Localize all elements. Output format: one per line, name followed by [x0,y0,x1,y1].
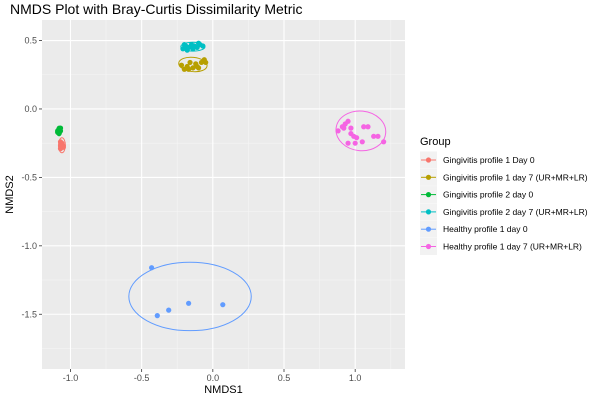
data-point [166,307,172,313]
legend-key-point [425,157,432,163]
data-point [184,47,190,53]
legend-label: Gingivitis profile 1 Day 0 [443,155,535,165]
data-point [335,128,341,134]
legend-key-point [425,243,432,250]
data-point [375,133,381,139]
legend-item: Healthy profile 1 day 7 (UR+MR+LR) [420,238,582,255]
legend-item: Gingivitis profile 1 day 7 (UR+MR+LR) [420,168,588,186]
data-point [55,128,61,134]
data-point [186,300,192,306]
legend-label: Healthy profile 1 day 7 (UR+MR+LR) [443,242,582,252]
data-point [220,302,226,308]
y-tick-label: -0.5 [21,172,37,182]
data-point [186,66,192,72]
data-point [341,125,347,131]
data-point [345,140,351,146]
legend-title: Group [420,136,451,148]
data-point [359,139,365,145]
y-axis-title: NMDS2 [4,175,16,214]
data-point [187,59,193,66]
legend-item: Gingivitis profile 1 Day 0 [420,151,535,169]
data-point [190,65,196,71]
data-point [190,46,196,52]
chart-title: NMDS Plot with Bray-Curtis Dissimilarity… [10,1,303,17]
x-tick-label: 0.0 [207,373,220,383]
data-point [149,265,155,271]
x-axis-title: NMDS1 [204,384,243,396]
series-2 [55,125,64,137]
legend-item: Gingivitis profile 2 day 0 [420,186,534,204]
legend-label: Healthy profile 1 day 0 [443,224,528,234]
data-point [365,124,371,130]
data-point [361,124,367,130]
legend-label: Gingivitis profile 2 day 7 (UR+MR+LR) [443,207,588,217]
data-point [57,143,64,149]
series-0 [57,137,66,154]
y-tick-label: 0.5 [24,36,37,46]
plot-panel [42,20,405,369]
y-tick-label: -1.0 [21,241,37,251]
legend-item: Gingivitis profile 2 day 7 (UR+MR+LR) [420,203,588,221]
data-point [178,62,185,68]
series-5 [335,110,387,152]
x-tick-label: -1.0 [63,373,79,383]
data-point [194,63,200,70]
confidence-ellipse [178,56,208,73]
data-point [203,59,209,66]
legend-label: Gingivitis profile 2 day 0 [443,190,534,200]
series-3 [180,40,206,53]
panel-background [42,20,405,369]
confidence-ellipse [335,110,387,152]
data-point [352,140,358,146]
data-point [348,125,354,131]
legend-item: Healthy profile 1 day 0 [420,220,528,238]
data-point [195,40,202,46]
data-point [348,130,354,137]
y-tick-label: -1.5 [21,309,37,319]
legend-key-point [425,174,432,180]
confidence-ellipse [128,261,252,332]
data-point [345,118,351,124]
legend-key-point [425,192,432,198]
legend-key-point [425,209,432,215]
data-point [154,313,160,319]
legend: Group Gingivitis profile 1 Day 0 Gingiviti… [420,136,588,255]
x-tick-label: 1.0 [349,373,362,383]
legend-key-point [425,226,432,232]
axes: -1.0 -0.5 0.0 0.5 1.0 0.5 0.0 -0.5 -1.0 -1.5 NMDS1… [4,36,361,396]
series-1 [178,56,209,73]
data-point [381,139,387,145]
data-point [354,135,360,141]
data-point [200,43,206,49]
y-tick-label: 0.0 [24,104,37,114]
series-4 [128,261,252,332]
x-tick-label: -0.5 [134,373,150,383]
data-point [371,133,377,139]
data-point [181,42,187,48]
legend-label: Gingivitis profile 1 day 7 (UR+MR+LR) [443,172,588,182]
x-tick-label: 0.5 [278,373,291,383]
